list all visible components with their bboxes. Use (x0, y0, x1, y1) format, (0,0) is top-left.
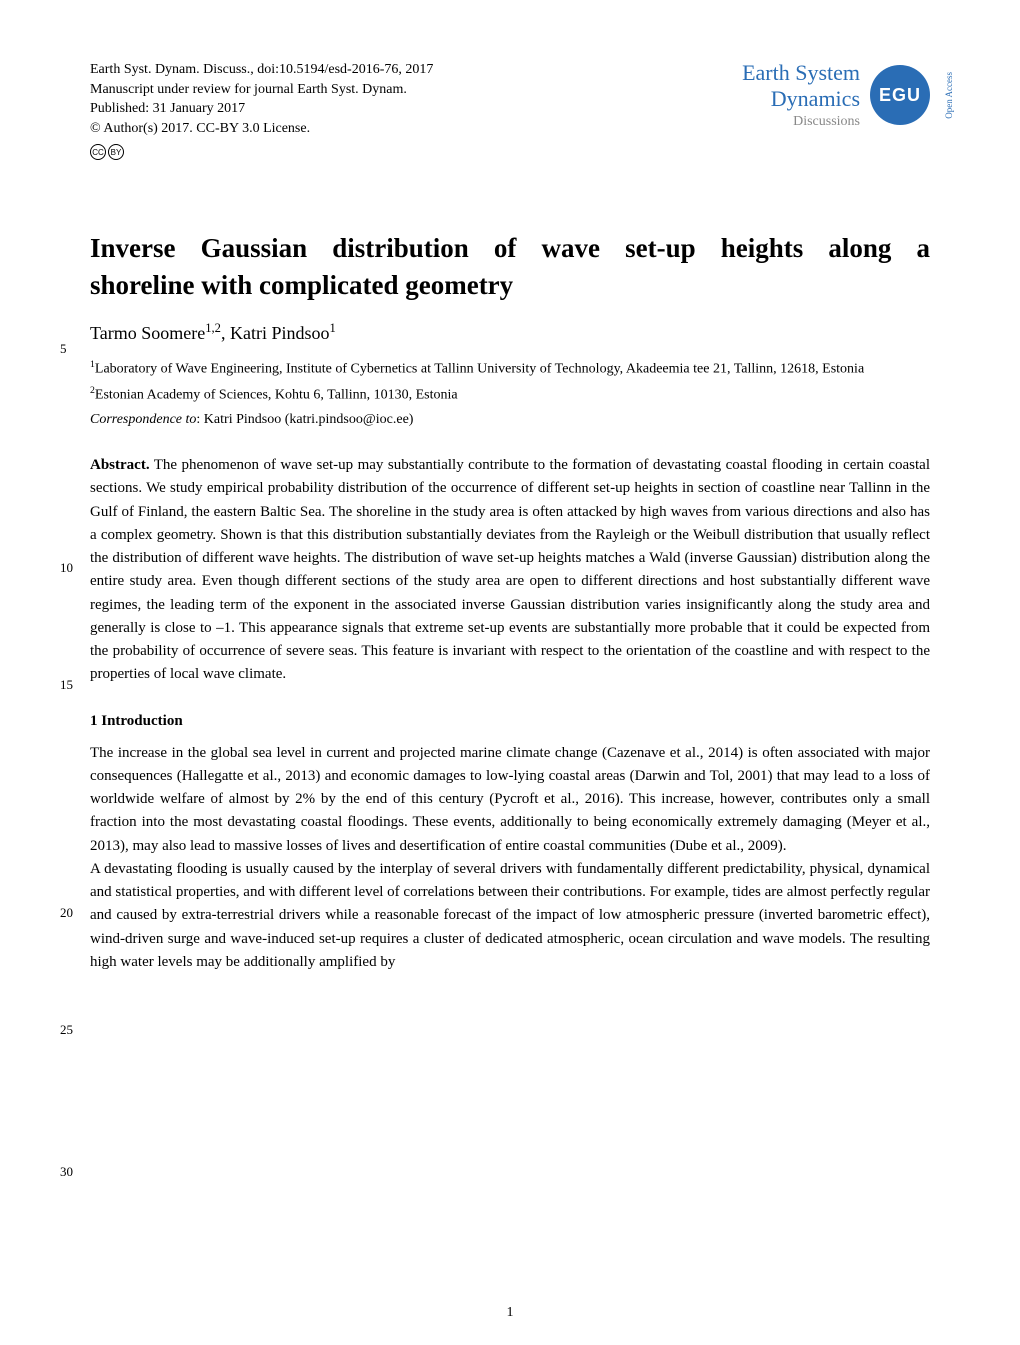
affiliation-2: 2Estonian Academy of Sciences, Kohtu 6, … (90, 384, 930, 406)
cc-icon: CC (90, 144, 106, 160)
by-icon: BY (108, 144, 124, 160)
page-number: 1 (507, 1305, 514, 1321)
cc-license-badge: CC BY (90, 144, 930, 160)
author-list: Tarmo Soomere1,2, Katri Pindsoo1 (90, 321, 930, 344)
author-1: Tarmo Soomere (90, 323, 205, 343)
abstract-body: The phenomenon of wave set-up may substa… (90, 457, 930, 682)
correspondence-text: : Katri Pindsoo (katri.pindsoo@ioc.ee) (196, 412, 413, 427)
section-1-heading: 1 Introduction (90, 713, 930, 730)
title-line-1: Inverse Gaussian distribution of wave se… (90, 230, 930, 266)
line-number-15: 15 (60, 677, 73, 693)
journal-name-line2: Dynamics (742, 86, 860, 112)
paragraph-2: A devastating flooding is usually caused… (90, 858, 930, 974)
affiliation-1: 1Laboratory of Wave Engineering, Institu… (90, 358, 930, 380)
author-2: , Katri Pindsoo (221, 323, 330, 343)
affil-1-text: Laboratory of Wave Engineering, Institut… (95, 362, 864, 377)
line-number-10: 10 (60, 560, 73, 576)
egu-logo: EGU (870, 65, 930, 125)
abstract-label: Abstract. (90, 457, 150, 473)
author-2-affil-sup: 1 (329, 321, 335, 335)
correspondence-label: Correspondence to (90, 412, 196, 427)
affil-2-text: Estonian Academy of Sciences, Kohtu 6, T… (95, 388, 458, 403)
journal-name-block: Earth System Dynamics Discussions (742, 60, 860, 130)
journal-badge: Earth System Dynamics Discussions EGU Op… (742, 60, 930, 130)
open-access-label: Open Access (944, 72, 954, 119)
line-number-25: 25 (60, 1022, 73, 1038)
paragraph-1: The increase in the global sea level in … (90, 742, 930, 858)
line-number-5: 5 (60, 341, 67, 357)
journal-discussions: Discussions (742, 114, 860, 130)
line-number-20: 20 (60, 905, 73, 921)
paper-title: Inverse Gaussian distribution of wave se… (90, 230, 930, 303)
title-line-2: shoreline with complicated geometry (90, 270, 513, 300)
journal-name-line1: Earth System (742, 60, 860, 86)
correspondence: Correspondence to: Katri Pindsoo (katri.… (90, 412, 930, 428)
author-1-affil-sup: 1,2 (205, 321, 221, 335)
abstract: Abstract. The phenomenon of wave set-up … (90, 454, 930, 687)
line-number-30: 30 (60, 1164, 73, 1180)
page-header: Earth Syst. Dynam. Discuss., doi:10.5194… (90, 60, 930, 160)
